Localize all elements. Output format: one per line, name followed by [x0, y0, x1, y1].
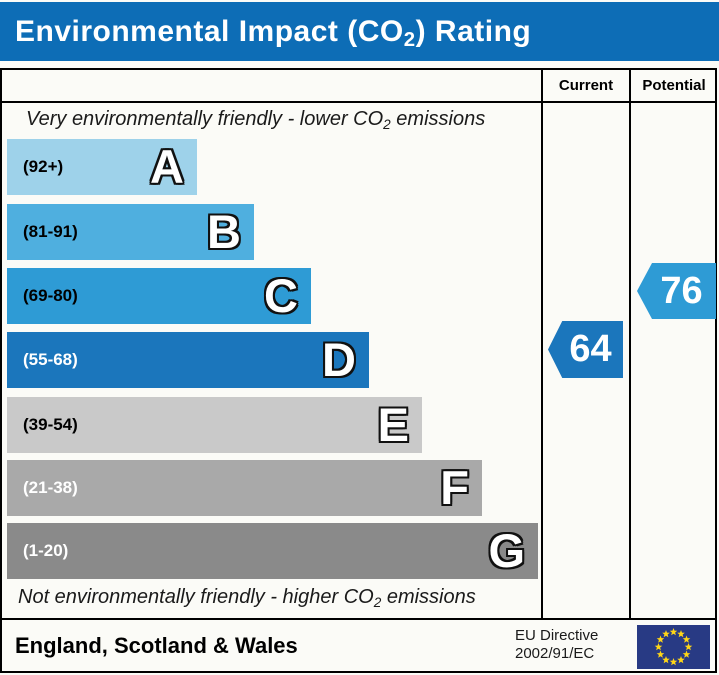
band-b-range-label: (81-91) — [23, 222, 78, 241]
band-a-range-label: (92+) — [23, 157, 64, 176]
current-column-header: Current — [558, 77, 614, 94]
current-marker: 64 — [548, 321, 623, 378]
eu-directive-line2: 2002/91/EC — [515, 645, 595, 662]
band-f-letter: F — [440, 461, 469, 514]
band-c-letter: C — [264, 269, 298, 322]
band-g-range-label: (1-20) — [23, 541, 69, 560]
band-f: (21-38) F — [7, 460, 482, 516]
bottom-annotation: Not environmentally friendly - higher CO… — [18, 586, 476, 610]
header-divider-line — [2, 101, 715, 103]
eu-directive-label: EU Directive 2002/91/EC — [515, 627, 598, 663]
potential-marker: 76 — [637, 263, 716, 319]
band-f-range-label: (21-38) — [23, 478, 78, 497]
band-a: (92+) A — [7, 139, 197, 195]
current-column-divider — [541, 70, 543, 620]
title-bar: Environmental Impact (CO2) Rating — [0, 2, 719, 61]
band-d-range-label: (55-68) — [23, 350, 78, 369]
top-annotation: Very environmentally friendly - lower CO… — [26, 108, 486, 132]
co2-subscript: 2 — [383, 116, 391, 132]
band-c-range-label: (69-80) — [23, 286, 78, 305]
band-g: (1-20) G — [7, 523, 538, 579]
band-b-letter: B — [207, 205, 241, 258]
band-e: (39-54) E — [7, 397, 422, 453]
eu-directive-line1: EU Directive — [515, 627, 599, 644]
co2-subscript: 2 — [373, 594, 382, 610]
band-d-letter: D — [322, 333, 356, 386]
band-d: (55-68) D — [7, 332, 369, 388]
band-b: (81-91) B — [7, 204, 254, 260]
potential-value: 76 — [660, 269, 703, 312]
eu-flag-icon — [637, 625, 710, 669]
footer-divider-line — [2, 618, 715, 620]
rating-table: Current Potential Very environmentally f… — [0, 68, 717, 673]
potential-column-divider — [629, 70, 631, 620]
current-value: 64 — [569, 328, 612, 370]
potential-column-header: Potential — [642, 77, 706, 94]
band-c: (69-80) C — [7, 268, 311, 324]
band-e-range-label: (39-54) — [23, 415, 78, 434]
co2-subscript: 2 — [403, 29, 416, 52]
page-title: Environmental Impact (CO2) Rating — [15, 14, 532, 52]
band-g-letter: G — [488, 524, 525, 577]
band-a-letter: A — [150, 140, 184, 193]
band-e-letter: E — [377, 398, 409, 451]
region-label: England, Scotland & Wales — [15, 633, 298, 658]
